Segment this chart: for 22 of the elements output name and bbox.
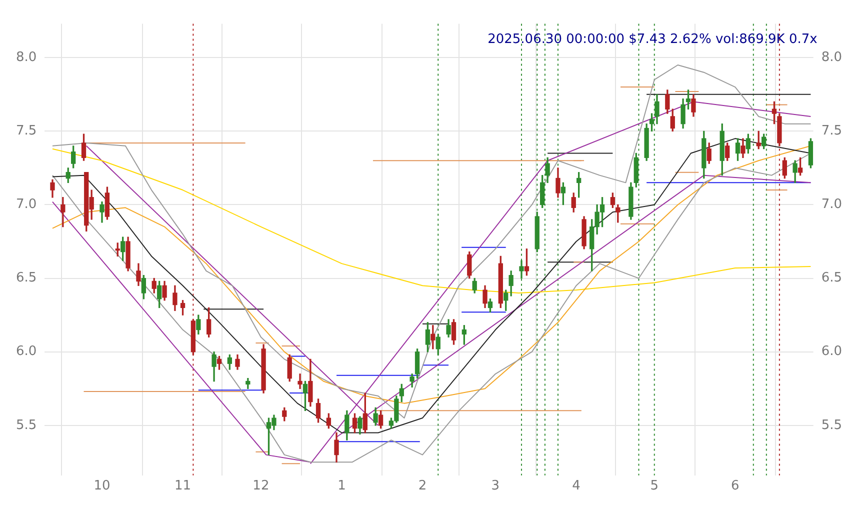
y2-tick-label: 6.5 [821,270,842,286]
x-tick-label: 10 [94,478,110,494]
y2-tick-label: 6.0 [821,344,842,360]
y-tick-label: 6.5 [16,270,37,286]
y2-tick-label: 7.0 [821,197,842,212]
y-tick-label: 6.0 [16,344,37,360]
text: 2025.06.30 00:00:00 $7.43 2.62% vol:869.9K 0.7x [488,32,818,48]
x-tick-label: 12 [252,478,270,494]
y2-tick-label: 7.5 [821,124,842,139]
y-tick-label: 7.0 [16,197,37,212]
x-tick-label: 3 [491,478,500,494]
y2-tick-label: 8.0 [821,50,842,66]
y-tick-label: 7.5 [16,124,37,139]
x-tick-label: 2 [418,478,427,494]
y-tick-label: 8.0 [16,50,37,66]
y-tick-label: 5.5 [16,418,37,433]
y2-tick-label: 5.5 [821,418,842,433]
x-tick-label: 5 [650,478,659,494]
x-tick-label: 1 [338,478,346,494]
x-tick-label: 6 [731,478,740,494]
x-tick-label: 11 [174,478,192,494]
x-tick-label: 4 [572,478,580,494]
